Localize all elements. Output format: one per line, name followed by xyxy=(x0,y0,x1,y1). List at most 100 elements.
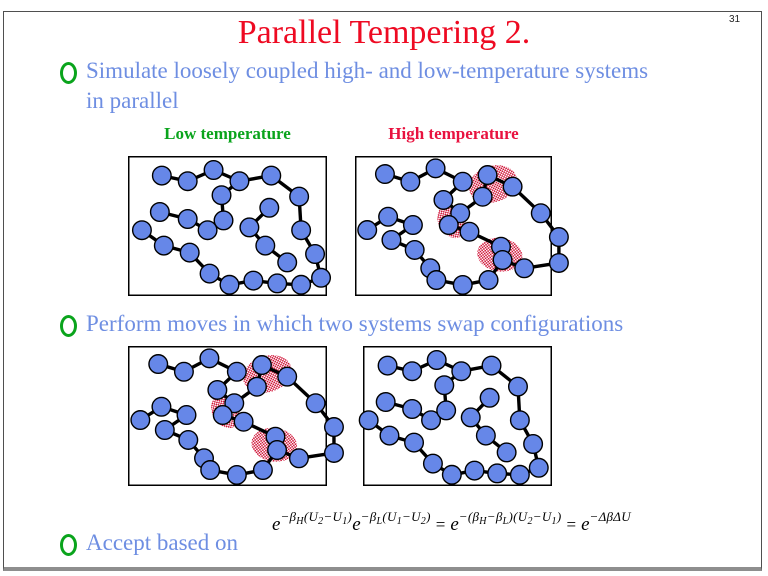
bead xyxy=(460,407,481,428)
bead xyxy=(243,270,264,291)
bead xyxy=(199,263,220,284)
polymer-diagram-svg xyxy=(128,156,332,296)
bead xyxy=(492,250,513,271)
bead xyxy=(400,171,421,192)
bead xyxy=(259,197,280,218)
bead xyxy=(131,220,152,241)
bead xyxy=(426,349,447,371)
bead xyxy=(528,457,549,478)
polymer-diagram-svg xyxy=(358,346,552,486)
bead xyxy=(378,206,399,227)
bead xyxy=(197,220,218,241)
bead xyxy=(402,399,423,420)
label-high-temperature: High temperature xyxy=(388,124,519,143)
formula-term: e−βL(U1−U2) xyxy=(352,509,431,535)
bead xyxy=(305,393,326,414)
bead xyxy=(226,464,247,485)
slide-title: Parallel Tempering 2. xyxy=(237,14,531,51)
bead xyxy=(251,355,272,376)
bead xyxy=(151,396,172,417)
bead xyxy=(219,274,240,295)
bead xyxy=(203,159,224,181)
polymer-diagram-svg xyxy=(128,346,344,486)
bead xyxy=(509,410,530,431)
bullet-text: Perform moves in which two systems swap … xyxy=(86,311,624,336)
bullet-text: Simulate loosely coupled high- and low-t… xyxy=(86,58,649,113)
bead xyxy=(130,410,151,431)
bead xyxy=(207,379,228,400)
bead xyxy=(226,361,247,382)
bead xyxy=(436,400,457,421)
bead xyxy=(433,189,454,210)
bead xyxy=(357,220,378,241)
bead xyxy=(452,274,473,295)
bead xyxy=(176,405,197,426)
diagram-swapped-right xyxy=(358,346,552,486)
bead xyxy=(514,258,535,279)
bead xyxy=(173,361,194,382)
bead xyxy=(459,221,480,242)
bead xyxy=(233,411,254,432)
bead xyxy=(375,392,396,413)
bead xyxy=(464,460,485,481)
bead xyxy=(200,460,221,481)
bead xyxy=(377,355,398,376)
bead xyxy=(481,355,502,376)
bead xyxy=(177,171,198,192)
bead xyxy=(277,252,298,273)
polymer-diagram-svg xyxy=(355,156,569,296)
diagram-high-temp-initial xyxy=(355,156,569,296)
bead xyxy=(548,227,569,248)
bead xyxy=(478,270,499,291)
bead xyxy=(451,361,472,382)
bead xyxy=(177,209,198,230)
bead xyxy=(523,433,544,454)
bullet-circle-icon xyxy=(60,62,77,84)
bullet-circle-icon xyxy=(60,534,77,556)
bullet-simulate: Simulate loosely coupled high- and low-t… xyxy=(60,56,648,116)
bead xyxy=(148,354,169,375)
bead xyxy=(441,464,462,485)
formula-equals: = xyxy=(566,515,577,534)
bead xyxy=(404,432,425,453)
bead xyxy=(267,440,288,461)
bead xyxy=(178,429,199,450)
bead xyxy=(291,274,312,295)
bead xyxy=(311,267,332,288)
formula-term: e−(βH−βL)(U2−U1) xyxy=(450,509,562,535)
bead xyxy=(421,410,442,431)
bead xyxy=(381,229,402,250)
bead xyxy=(305,243,326,264)
bullet-swap: Perform moves in which two systems swap … xyxy=(60,309,623,339)
bead xyxy=(246,376,267,397)
bullet-circle-icon xyxy=(60,315,77,337)
bead xyxy=(374,164,395,185)
acceptance-formula: e−βH(U2−U1)e−βL(U1−U2) = e−(βH−βL)(U2−U1) =… xyxy=(272,509,631,536)
bead xyxy=(425,158,446,179)
bead xyxy=(496,442,517,463)
bead xyxy=(252,460,273,481)
bead xyxy=(402,215,423,236)
bead xyxy=(179,242,200,263)
bead xyxy=(212,405,233,426)
bead xyxy=(472,186,493,207)
bullet-text: Accept based on xyxy=(86,530,238,555)
bead xyxy=(502,176,523,197)
bead xyxy=(507,376,528,397)
bead xyxy=(479,387,500,408)
bead xyxy=(475,425,496,446)
bead xyxy=(422,453,443,474)
bead xyxy=(323,417,344,438)
bead xyxy=(211,185,232,206)
bead xyxy=(199,348,220,369)
formula-equals: = xyxy=(435,515,446,534)
bead xyxy=(288,448,309,469)
bead xyxy=(438,215,459,236)
bead xyxy=(153,235,174,256)
bead xyxy=(213,210,234,231)
bead xyxy=(291,220,312,241)
bead xyxy=(277,366,298,387)
bead xyxy=(452,171,473,192)
bead xyxy=(379,425,400,446)
